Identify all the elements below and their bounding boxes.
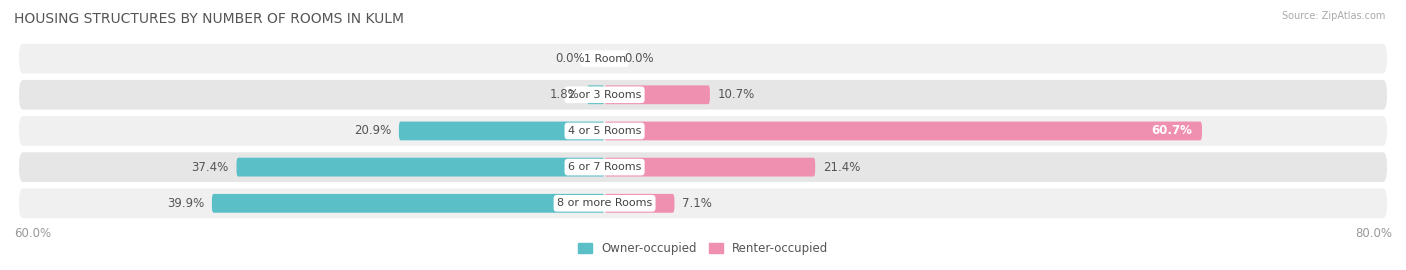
Text: 39.9%: 39.9% [167,197,204,210]
Text: 0.0%: 0.0% [624,52,654,65]
FancyBboxPatch shape [236,158,605,177]
Text: 7.1%: 7.1% [682,197,713,210]
Text: 2 or 3 Rooms: 2 or 3 Rooms [568,90,641,100]
FancyBboxPatch shape [18,80,1386,110]
Text: HOUSING STRUCTURES BY NUMBER OF ROOMS IN KULM: HOUSING STRUCTURES BY NUMBER OF ROOMS IN… [14,12,404,26]
Text: 1.8%: 1.8% [550,88,579,101]
Text: 1 Room: 1 Room [583,53,626,64]
Text: 6 or 7 Rooms: 6 or 7 Rooms [568,162,641,172]
Text: 60.7%: 60.7% [1152,124,1192,137]
Text: Source: ZipAtlas.com: Source: ZipAtlas.com [1281,11,1385,21]
Text: 60.0%: 60.0% [14,227,51,240]
FancyBboxPatch shape [605,85,710,104]
Text: 80.0%: 80.0% [1355,227,1392,240]
Text: 10.7%: 10.7% [717,88,755,101]
FancyBboxPatch shape [18,44,1386,73]
Text: 4 or 5 Rooms: 4 or 5 Rooms [568,126,641,136]
FancyBboxPatch shape [399,122,605,140]
Text: 37.4%: 37.4% [191,161,229,174]
FancyBboxPatch shape [212,194,605,213]
Text: 0.0%: 0.0% [555,52,585,65]
FancyBboxPatch shape [586,85,605,104]
FancyBboxPatch shape [605,194,675,213]
Legend: Owner-occupied, Renter-occupied: Owner-occupied, Renter-occupied [578,242,828,255]
FancyBboxPatch shape [18,188,1386,218]
Text: 8 or more Rooms: 8 or more Rooms [557,198,652,208]
FancyBboxPatch shape [605,122,1202,140]
FancyBboxPatch shape [18,152,1386,182]
FancyBboxPatch shape [605,158,815,177]
FancyBboxPatch shape [18,116,1386,146]
Text: 21.4%: 21.4% [823,161,860,174]
Text: 20.9%: 20.9% [354,124,391,137]
